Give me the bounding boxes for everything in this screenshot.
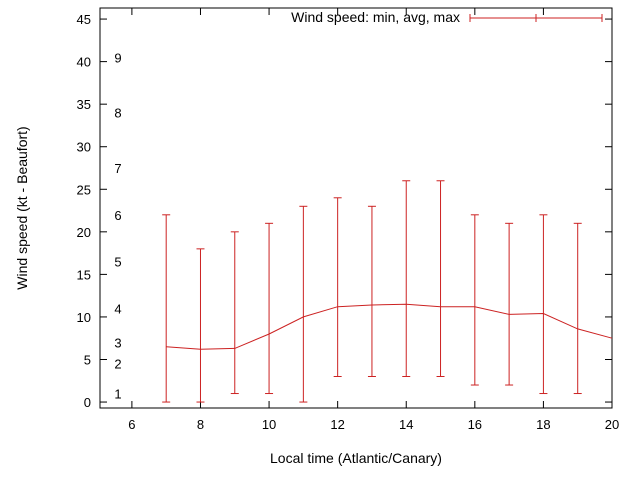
- y-tick-label: 40: [77, 55, 91, 70]
- plot-layer: 6 8 10 12 14 16 18 2005101520253035404512345678…: [77, 7, 619, 432]
- beaufort-label: 8: [114, 106, 121, 121]
- beaufort-label: 9: [114, 50, 121, 65]
- y-tick-label: 35: [77, 97, 91, 112]
- x-tick-label: 20: [605, 417, 619, 432]
- x-tick-label: 16: [468, 417, 482, 432]
- beaufort-label: 4: [114, 301, 121, 316]
- y-tick-label: 30: [77, 140, 91, 155]
- y-tick-label: 25: [77, 182, 91, 197]
- beaufort-label: 1: [114, 387, 121, 402]
- x-tick-label: 10: [262, 417, 276, 432]
- y-axis-title: Wind speed (kt - Beaufort): [14, 126, 30, 289]
- x-tick-label: 6: [128, 417, 135, 432]
- beaufort-label: 3: [114, 335, 121, 350]
- x-tick-label: 8: [197, 417, 204, 432]
- x-tick-label: 12: [330, 417, 344, 432]
- y-tick-label: 45: [77, 12, 91, 27]
- beaufort-label: 7: [114, 161, 121, 176]
- plot-border: [99, 7, 613, 409]
- x-tick-label: 14: [399, 417, 413, 432]
- beaufort-label: 5: [114, 255, 121, 270]
- beaufort-label: 2: [114, 357, 121, 372]
- y-tick-label: 20: [77, 225, 91, 240]
- legend-label: Wind speed: min, avg, max: [291, 9, 460, 25]
- y-tick-label: 5: [84, 352, 91, 367]
- y-tick-label: 15: [77, 267, 91, 282]
- avg-line: [166, 303, 613, 350]
- x-tick-label: 18: [536, 417, 550, 432]
- beaufort-label: 6: [114, 208, 121, 223]
- y-tick-label: 0: [84, 395, 91, 410]
- y-tick-label: 10: [77, 310, 91, 325]
- x-axis-title: Local time (Atlantic/Canary): [270, 450, 442, 466]
